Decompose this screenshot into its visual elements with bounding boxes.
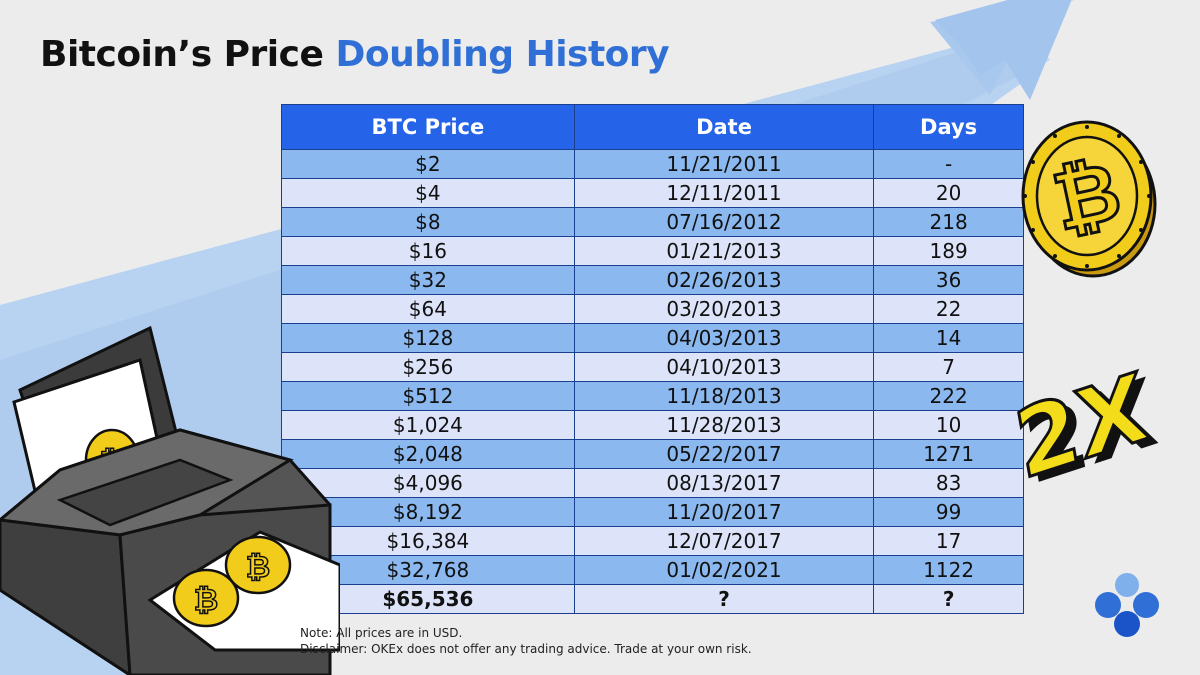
cell-days: ?	[873, 584, 1024, 614]
table-header-row: BTC Price Date Days	[281, 104, 1024, 150]
header-days: Days	[873, 104, 1024, 150]
table-row: $32 02/26/2013 36	[281, 265, 1024, 295]
cell-date: 01/02/2021	[573, 555, 875, 585]
cell-price: $4,096	[281, 468, 575, 498]
table-row: $8 07/16/2012 218	[281, 207, 1024, 237]
table-row: $128 04/03/2013 14	[281, 323, 1024, 353]
cell-price: $512	[281, 381, 575, 411]
header-btc-price: BTC Price	[281, 104, 575, 150]
cell-date: 04/03/2013	[573, 323, 875, 353]
title-accent: Doubling History	[335, 34, 670, 75]
table-row: $4,096 08/13/2017 83	[281, 468, 1024, 498]
price-table: BTC Price Date Days $2 11/21/2011- $4 12/11…	[281, 104, 1024, 614]
cell-price: $64	[281, 294, 575, 324]
cell-days: 10	[873, 410, 1024, 440]
table-row: $8,192 11/20/2017 99	[281, 497, 1024, 527]
page-title: Bitcoin’s Price Doubling History	[40, 34, 670, 75]
table-row: $2,048 05/22/2017 1271	[281, 439, 1024, 469]
cell-date: 03/20/2013	[573, 294, 875, 324]
okex-logo-icon	[1095, 573, 1159, 637]
table-row: $4 12/11/2011 20	[281, 178, 1024, 208]
svg-text:₿: ₿	[246, 550, 270, 585]
cell-days: 99	[873, 497, 1024, 527]
cell-price: $2	[281, 149, 575, 179]
cell-date: 07/16/2012	[573, 207, 875, 237]
cell-date: 11/28/2013	[573, 410, 875, 440]
cell-date: 01/21/2013	[573, 236, 875, 266]
cell-days: 7	[873, 352, 1024, 382]
cell-days: -	[873, 149, 1024, 179]
cell-date: 02/26/2013	[573, 265, 875, 295]
cell-price: $4	[281, 178, 575, 208]
cell-price: $32	[281, 265, 575, 295]
cell-price: $1,024	[281, 410, 575, 440]
cell-days: 14	[873, 323, 1024, 353]
table-row: $65,536??	[281, 584, 1024, 614]
table-row: $1,024 11/28/2013 10	[281, 410, 1024, 440]
cell-date: 08/13/2017	[573, 468, 875, 498]
cell-days: 17	[873, 526, 1024, 556]
2x-badge: 2X 2X	[1006, 350, 1164, 495]
cell-date: 11/20/2017	[573, 497, 875, 527]
svg-text:₿: ₿	[194, 583, 218, 618]
table-row: $64 03/20/2013 22	[281, 294, 1024, 324]
table-row: $16,384 12/07/2017 17	[281, 526, 1024, 556]
table-row: $512 11/18/2013 222	[281, 381, 1024, 411]
cell-days: 20	[873, 178, 1024, 208]
table-row: $256 04/10/2013 7	[281, 352, 1024, 382]
note-line: Note: All prices are in USD.	[300, 626, 463, 640]
cell-date: 11/21/2011	[573, 149, 875, 179]
footnotes: Note: All prices are in USD. Disclaimer:…	[300, 625, 752, 657]
cell-days: 83	[873, 468, 1024, 498]
cell-days: 218	[873, 207, 1024, 237]
disclaimer-line: Disclaimer: OKEx does not offer any trad…	[300, 642, 752, 656]
cell-price: $2,048	[281, 439, 575, 469]
printer-illustration: ₿ ₿ ₿	[0, 325, 340, 675]
cell-price: $8	[281, 207, 575, 237]
table-row: $16 01/21/2013 189	[281, 236, 1024, 266]
cell-date: 12/07/2017	[573, 526, 875, 556]
cell-date: ?	[573, 584, 875, 614]
table-row: $2 11/21/2011-	[281, 149, 1024, 179]
cell-days: 189	[873, 236, 1024, 266]
bitcoin-coin-icon: ₿	[1021, 120, 1157, 278]
cell-days: 36	[873, 265, 1024, 295]
cell-days: 22	[873, 294, 1024, 324]
cell-date: 12/11/2011	[573, 178, 875, 208]
cell-price: $16	[281, 236, 575, 266]
cell-days: 222	[873, 381, 1024, 411]
cell-days: 1271	[873, 439, 1024, 469]
table-row: $32,768 01/02/2021 1122	[281, 555, 1024, 585]
cell-price: $128	[281, 323, 575, 353]
cell-date: 04/10/2013	[573, 352, 875, 382]
cell-days: 1122	[873, 555, 1024, 585]
title-main: Bitcoin’s Price	[40, 34, 324, 75]
cell-date: 11/18/2013	[573, 381, 875, 411]
cell-date: 05/22/2017	[573, 439, 875, 469]
header-date: Date	[573, 104, 875, 150]
